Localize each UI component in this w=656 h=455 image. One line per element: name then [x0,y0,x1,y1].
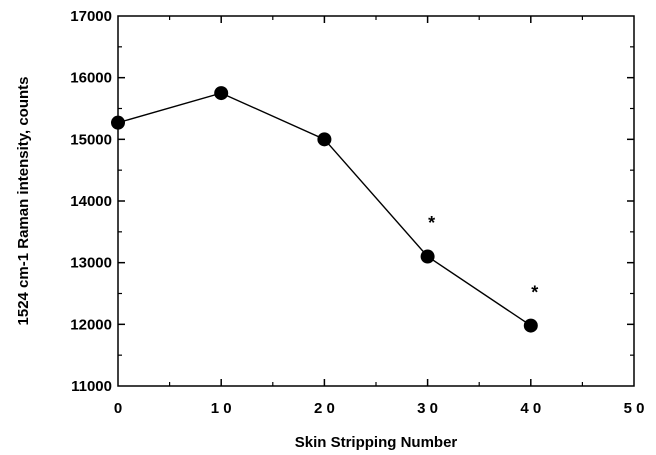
x-axis-tick-labels: 0 1 0 2 0 3 0 4 0 5 0 [114,400,645,417]
y-tick-label: 16000 [70,70,112,87]
data-point [111,115,125,130]
x-axis-title: Skin Stripping Number [295,434,458,451]
data-point [420,249,435,264]
y-tick-label: 15000 [70,131,112,148]
significance-asterisk: * [428,213,435,233]
plot-frame [117,15,635,387]
series-points [111,86,538,333]
x-tick-label: 1 0 [211,400,232,417]
y-tick-label: 11000 [71,378,112,395]
x-tick-label: 0 [114,400,122,417]
significance-asterisk: * [531,282,538,302]
y-axis-title: 1524 cm-1 Raman intensity, counts [15,77,32,326]
annotations: ** [428,213,538,303]
y-tick-label: 17000 [70,8,112,25]
x-tick-label: 4 0 [520,400,541,417]
x-axis-ticks [169,16,584,386]
x-tick-label: 5 0 [624,400,645,417]
data-point [317,132,332,147]
y-axis-ticks [118,46,634,356]
y-tick-label: 14000 [70,193,112,210]
y-axis-tick-labels: 11000 12000 13000 14000 15000 16000 17000 [70,8,112,395]
data-point [214,86,229,101]
data-point [523,318,538,333]
series-line [117,92,532,327]
series-lines [117,92,532,327]
x-tick-label: 2 0 [314,400,335,417]
y-tick-label: 13000 [70,255,112,272]
x-tick-label: 3 0 [417,400,438,417]
y-tick-label: 12000 [70,316,112,333]
